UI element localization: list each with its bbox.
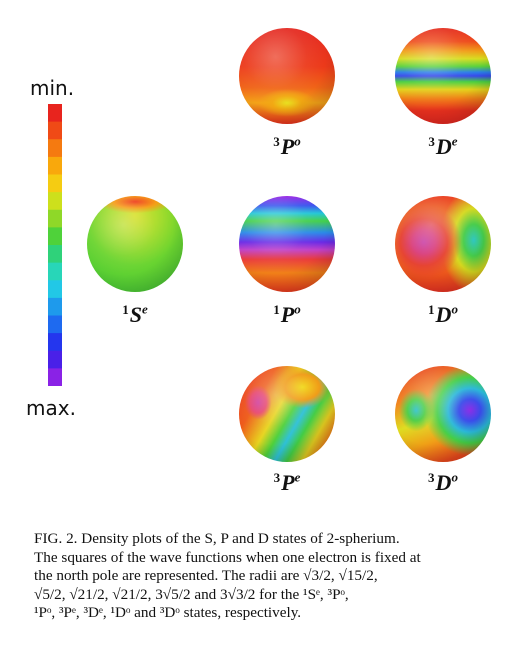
caption-line-5: ¹Pᵒ, ³Pᵉ, ³Dᵉ, ¹Dᵒ and ³Dᵒ states, respe… [34,604,302,621]
colorbar-stripe [48,333,62,352]
colorbar [48,104,62,386]
colorbar-stripe [48,227,62,246]
colorbar-stripe [48,139,62,158]
caption-line-3: the north pole are represented. The radi… [34,567,378,584]
sphere-3Do [395,366,491,462]
caption-line-2: The squares of the wave functions when o… [34,548,421,566]
colorbar-max-label: max. [26,396,76,420]
colorbar-stripe [48,192,62,211]
sphere-3Pe [239,366,335,462]
colorbar-stripe [48,209,62,228]
sphere-1Se [87,196,183,292]
colorbar-stripe [48,156,62,176]
caption-line-4: √5/2, √21/2, √21/2, 3√5/2 and 3√3/2 for … [34,585,349,603]
sphere-3Po [239,28,335,124]
label-1Do: 1Do [428,301,458,327]
colorbar-stripe [48,121,62,140]
colorbar-stripe [48,104,62,123]
colorbar-stripe [48,245,62,264]
label-3Do: 3Do [428,469,458,495]
label-3Po: 3Po [273,133,301,159]
figure-panel: min. max. 1Se 3Po 1Po 3Pe 3De 1Do [26,28,491,495]
label-3Pe: 3Pe [273,469,301,495]
sphere-1Do [395,196,491,292]
label-3De: 3De [428,133,458,159]
colorbar-stripe [48,350,62,369]
caption-text-1: Density plots of the S, P and D states o… [81,530,400,547]
colorbar-stripe [48,280,62,299]
sphere-1Po [239,196,335,292]
caption-line-1: FIG. 2. Density plots of the S, P and D … [34,530,504,549]
sphere-3De [395,28,491,124]
colorbar-stripe [48,368,62,386]
figure-caption: FIG. 2. Density plots of the S, P and D … [34,530,504,623]
label-1Se: 1Se [122,301,148,327]
colorbar-stripe [48,174,62,193]
label-1Po: 1Po [273,301,301,327]
colorbar-min-label: min. [30,76,75,100]
figure-number: FIG. 2. [34,530,78,547]
colorbar-stripe [48,262,62,281]
colorbar-stripe [48,297,62,317]
colorbar-stripe [48,315,62,334]
